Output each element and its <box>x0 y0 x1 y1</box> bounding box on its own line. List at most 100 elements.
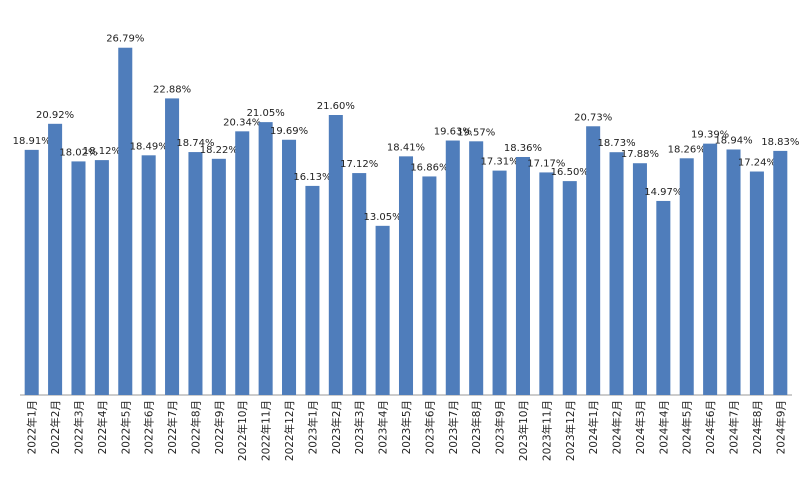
x-tick-label: 2022年3月 <box>72 400 85 454</box>
x-tick-label: 2024年4月 <box>657 400 670 454</box>
value-label: 18.91% <box>13 136 51 147</box>
x-tick-label: 2023年11月 <box>540 400 553 461</box>
value-label: 18.83% <box>761 137 799 148</box>
value-label: 18.02% <box>59 147 97 158</box>
value-label: 18.26% <box>668 144 706 155</box>
value-label: 22.88% <box>153 84 191 95</box>
bar <box>94 160 109 395</box>
bar <box>188 152 203 395</box>
bar <box>515 157 530 395</box>
bar <box>165 98 180 395</box>
bar <box>235 131 250 396</box>
x-tick-label: 2022年2月 <box>49 400 62 454</box>
value-label: 18.94% <box>714 135 752 146</box>
bar <box>24 149 39 395</box>
bar <box>749 171 764 395</box>
x-tick-label: 2023年4月 <box>377 400 390 454</box>
bar <box>282 139 297 395</box>
bar <box>375 225 390 395</box>
x-tick-label: 2022年11月 <box>260 400 273 461</box>
bar <box>71 161 86 395</box>
x-tick-label: 2024年8月 <box>751 400 764 454</box>
value-label: 20.73% <box>574 112 612 123</box>
value-label: 16.86% <box>410 162 448 173</box>
x-tick-label: 2024年7月 <box>728 400 741 454</box>
bar <box>469 141 484 395</box>
value-label: 19.63% <box>434 127 472 138</box>
bar <box>352 173 367 395</box>
bar <box>586 126 601 396</box>
bar <box>398 156 414 395</box>
bar <box>773 150 788 395</box>
value-label: 19.69% <box>270 126 308 137</box>
x-tick-label: 2023年8月 <box>470 400 483 454</box>
x-tick-label: 2023年2月 <box>330 400 343 454</box>
x-tick-label: 2023年12月 <box>564 400 577 461</box>
x-tick-label: 2024年1月 <box>587 400 600 454</box>
value-label: 18.74% <box>176 138 214 149</box>
x-tick-label: 2022年1月 <box>26 400 39 454</box>
x-tick-label: 2023年10月 <box>517 400 530 461</box>
bar <box>211 158 226 395</box>
x-tick-label: 2024年3月 <box>634 400 647 454</box>
x-tick-label: 2022年4月 <box>96 400 109 454</box>
value-label: 17.12% <box>340 159 378 170</box>
x-tick-label: 2022年12月 <box>283 400 296 461</box>
value-label: 18.41% <box>387 142 425 153</box>
x-tick-label: 2024年5月 <box>681 400 694 454</box>
value-label: 20.92% <box>36 110 74 121</box>
value-label: 14.97% <box>644 187 682 198</box>
value-label: 18.73% <box>597 138 635 149</box>
x-tick-label: 2023年5月 <box>400 400 413 454</box>
x-tick-label: 2022年9月 <box>213 400 226 454</box>
bar <box>703 143 718 395</box>
bar <box>492 170 507 395</box>
value-label: 16.50% <box>551 167 589 178</box>
bar <box>118 47 133 395</box>
value-label: 18.49% <box>130 141 168 152</box>
x-tick-label: 2022年10月 <box>236 400 249 461</box>
value-label: 21.60% <box>317 101 355 112</box>
bar <box>609 152 624 395</box>
x-tick-label: 2023年7月 <box>447 400 460 454</box>
value-label: 17.88% <box>621 149 659 160</box>
bar <box>679 158 694 395</box>
value-label: 19.39% <box>691 130 729 141</box>
bar <box>258 122 273 395</box>
value-label: 26.79% <box>106 34 144 45</box>
bar <box>656 200 671 395</box>
x-tick-label: 2023年9月 <box>494 400 507 454</box>
value-label: 17.17% <box>527 158 565 169</box>
x-tick-label: 2022年6月 <box>143 400 156 454</box>
value-label: 17.31% <box>481 157 519 168</box>
value-label: 20.34% <box>223 117 261 128</box>
bar <box>632 163 647 395</box>
value-label: 21.05% <box>247 108 285 119</box>
x-tick-label: 2022年7月 <box>166 400 179 454</box>
value-label: 16.13% <box>293 172 331 183</box>
x-tick-label: 2023年1月 <box>306 400 319 454</box>
x-tick-label: 2023年6月 <box>423 400 436 454</box>
value-label: 13.05% <box>364 212 402 223</box>
value-label: 18.36% <box>504 143 542 154</box>
x-tick-label: 2022年8月 <box>189 400 202 454</box>
value-label: 18.12% <box>83 146 121 157</box>
bar <box>539 172 554 395</box>
bar <box>445 140 460 395</box>
bar <box>726 149 741 395</box>
x-tick-label: 2023年3月 <box>353 400 366 454</box>
bar <box>305 185 320 395</box>
value-label: 17.24% <box>738 158 776 169</box>
x-tick-label: 2022年5月 <box>119 400 132 454</box>
x-tick-label: 2024年6月 <box>704 400 717 454</box>
x-tick-label: 2024年9月 <box>774 400 787 454</box>
x-tick-label: 2024年2月 <box>611 400 624 454</box>
value-label: 19.57% <box>457 127 495 138</box>
bar <box>48 123 63 395</box>
bar <box>422 176 437 395</box>
bar <box>328 115 343 395</box>
bar <box>562 181 577 395</box>
bar <box>141 155 156 395</box>
value-label: 18.22% <box>200 145 238 156</box>
